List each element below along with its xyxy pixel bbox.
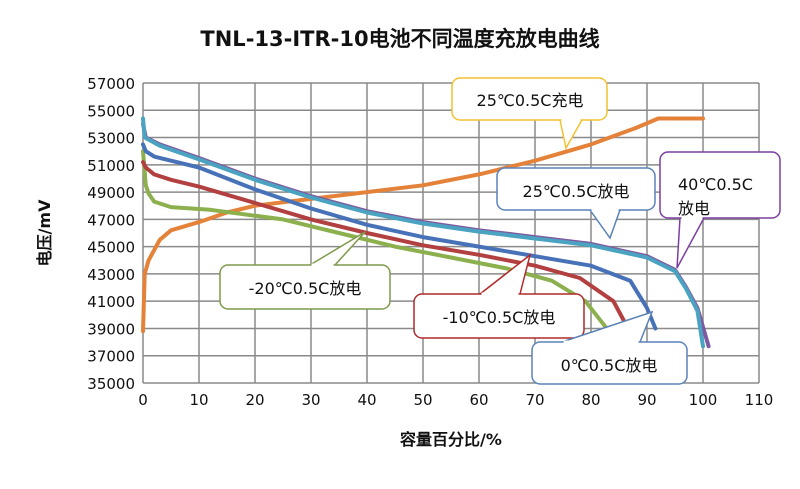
x-tick-label: 100: [689, 391, 718, 409]
y-tick-label: 51000: [87, 157, 135, 175]
x-tick-label: 70: [525, 391, 544, 409]
series-line: [141, 149, 610, 332]
series-line: [141, 160, 633, 335]
chart-title: TNL-13-ITR-10电池不同温度充放电曲线: [200, 27, 599, 51]
callout-box: [659, 151, 781, 219]
callout-label: 放电: [678, 199, 710, 218]
y-tick-label: 57000: [87, 75, 135, 93]
callout-label: -10℃0.5C放电: [443, 308, 556, 327]
callout-pointer: [309, 231, 366, 266]
y-tick-label: 35000: [87, 375, 135, 393]
y-tick-label: 41000: [87, 293, 135, 311]
callout-label: 25℃0.5C充电: [477, 91, 584, 110]
y-tick-label: 39000: [87, 320, 135, 338]
callout-pointer: [559, 119, 583, 151]
y-tick-label: 47000: [87, 211, 135, 229]
x-tick-label: 30: [301, 391, 320, 409]
x-tick-label: 0: [138, 391, 148, 409]
callout-pointer: [676, 217, 705, 269]
callout-pointer: [479, 253, 532, 295]
y-tick-label: 53000: [87, 130, 135, 148]
callout-label: 25℃0.5C放电: [523, 182, 630, 201]
x-axis-label: 容量百分比/%: [399, 430, 502, 449]
callout-box: [219, 264, 391, 310]
x-tick-label: 40: [357, 391, 376, 409]
series-line: [141, 116, 705, 349]
x-tick-label: 10: [189, 391, 208, 409]
x-tick-label: 110: [745, 391, 774, 409]
callout-label: -20℃0.5C放电: [249, 279, 362, 298]
x-tick-label: 20: [245, 391, 264, 409]
callout-box: [496, 167, 656, 211]
callout-label: 0℃0.5C放电: [561, 356, 658, 375]
series-line: [141, 142, 658, 331]
y-tick-label: 43000: [87, 266, 135, 284]
x-tick-label: 90: [637, 391, 656, 409]
y-tick-label: 49000: [87, 184, 135, 202]
callout-pointer: [561, 310, 654, 343]
x-tick-label: 80: [581, 391, 600, 409]
y-tick-label: 55000: [87, 102, 135, 120]
x-tick-label: 60: [469, 391, 488, 409]
callout-pointer: [589, 209, 621, 240]
y-tick-label: 45000: [87, 239, 135, 257]
x-tick-label: 50: [413, 391, 432, 409]
y-tick-label: 37000: [87, 348, 135, 366]
callout-label: 40℃0.5C: [678, 175, 753, 194]
y-axis-label: 电压/mV: [35, 199, 54, 267]
callout-box: [451, 77, 608, 121]
